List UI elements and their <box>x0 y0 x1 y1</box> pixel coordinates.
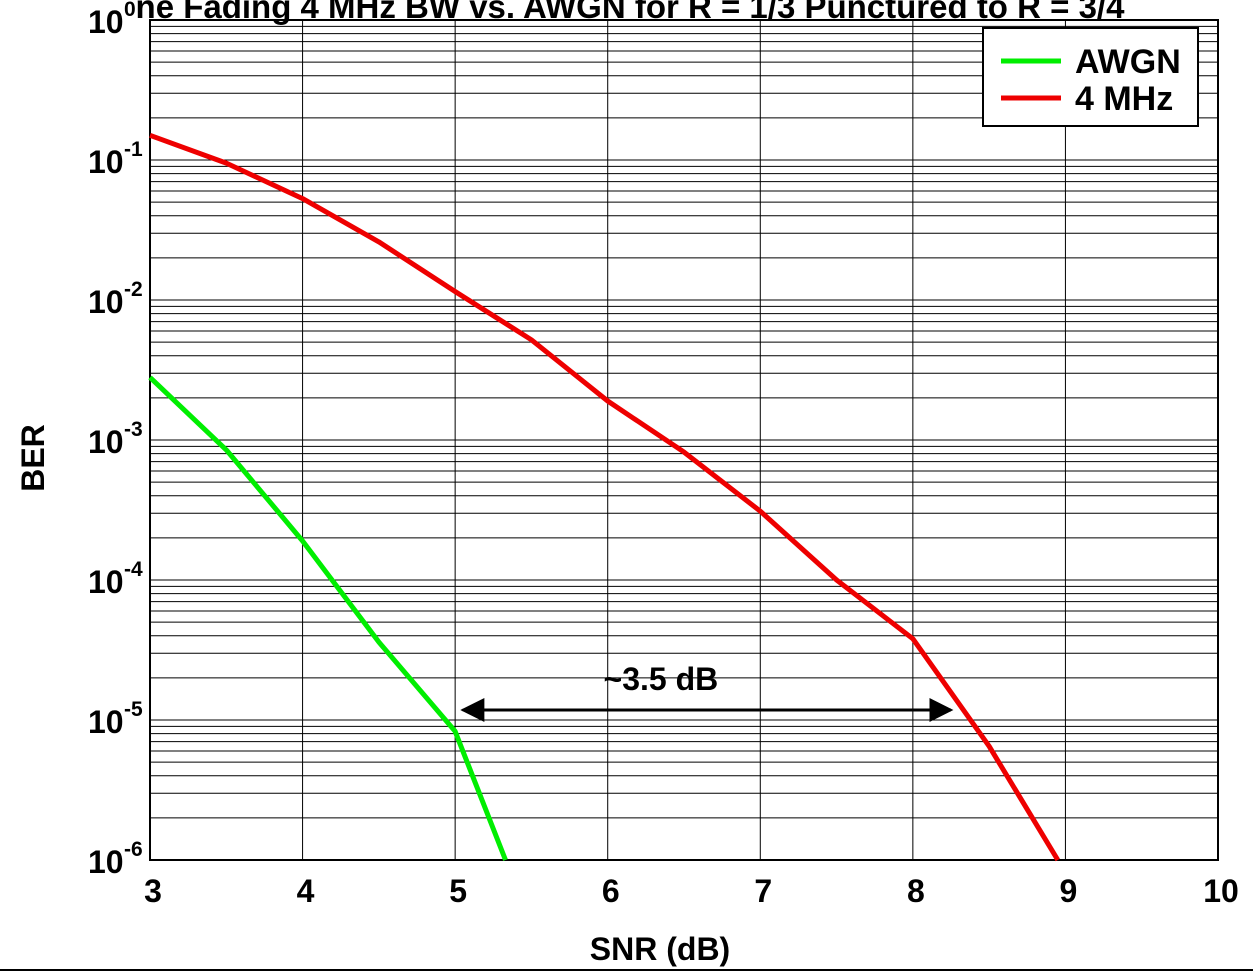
y-axis-label: BER <box>15 424 51 492</box>
y-tick-base: 10 <box>88 844 124 880</box>
x-tick-label: 4 <box>297 873 315 909</box>
x-tick-label: 6 <box>602 873 620 909</box>
legend-label-awgn: AWGN <box>1075 43 1181 81</box>
x-tick-label: 10 <box>1203 873 1239 909</box>
y-tick-exponent: -5 <box>124 698 143 721</box>
annotation-label: ~3.5 dB <box>604 661 719 697</box>
plot-frame <box>149 19 1219 861</box>
x-tick-label: 5 <box>449 873 467 909</box>
y-tick-label: 10 -2 <box>88 278 143 320</box>
y-tick-exponent: -2 <box>124 278 143 301</box>
legend-box <box>982 27 1199 127</box>
x-tick-label: 8 <box>907 873 925 909</box>
y-tick-label: 10 -3 <box>88 418 143 460</box>
y-tick-base: 10 <box>88 284 124 320</box>
y-tick-base: 10 <box>88 424 124 460</box>
x-tick-label: 7 <box>754 873 772 909</box>
chart-title: ne Fading 4 MHz BW vs. AWGN for R = 1/3 … <box>136 0 1126 25</box>
y-tick-exponent: -1 <box>124 138 143 161</box>
legend-label-4-mhz: 4 MHz <box>1075 80 1173 118</box>
y-tick-label: 10 -5 <box>88 698 143 740</box>
x-axis-label: SNR (dB) <box>590 931 730 967</box>
y-tick-label: 10 -6 <box>88 838 143 880</box>
y-tick-exponent: 0 <box>124 0 136 21</box>
x-tick-label: 9 <box>1060 873 1078 909</box>
y-tick-exponent: -6 <box>124 838 143 861</box>
series-line-4-mhz <box>149 132 1060 862</box>
grid <box>149 20 1219 861</box>
series-line-awgn <box>148 375 508 861</box>
y-tick-exponent: -3 <box>124 418 143 441</box>
y-tick-label: 10 -4 <box>88 558 143 600</box>
series-lines <box>148 132 1060 862</box>
y-tick-base: 10 <box>88 704 124 740</box>
y-tick-exponent: -4 <box>124 558 143 581</box>
annotation: ~3.5 dB <box>460 661 954 722</box>
x-tick-label: 3 <box>144 873 162 909</box>
y-tick-label: 10 0 <box>88 0 136 40</box>
x-tick-labels: 3 4 5 6 7 8 9 10 <box>144 873 1239 909</box>
y-tick-base: 10 <box>88 144 124 180</box>
y-tick-label: 10 -1 <box>88 138 143 180</box>
y-tick-base: 10 <box>88 4 124 40</box>
y-tick-base: 10 <box>88 564 124 600</box>
